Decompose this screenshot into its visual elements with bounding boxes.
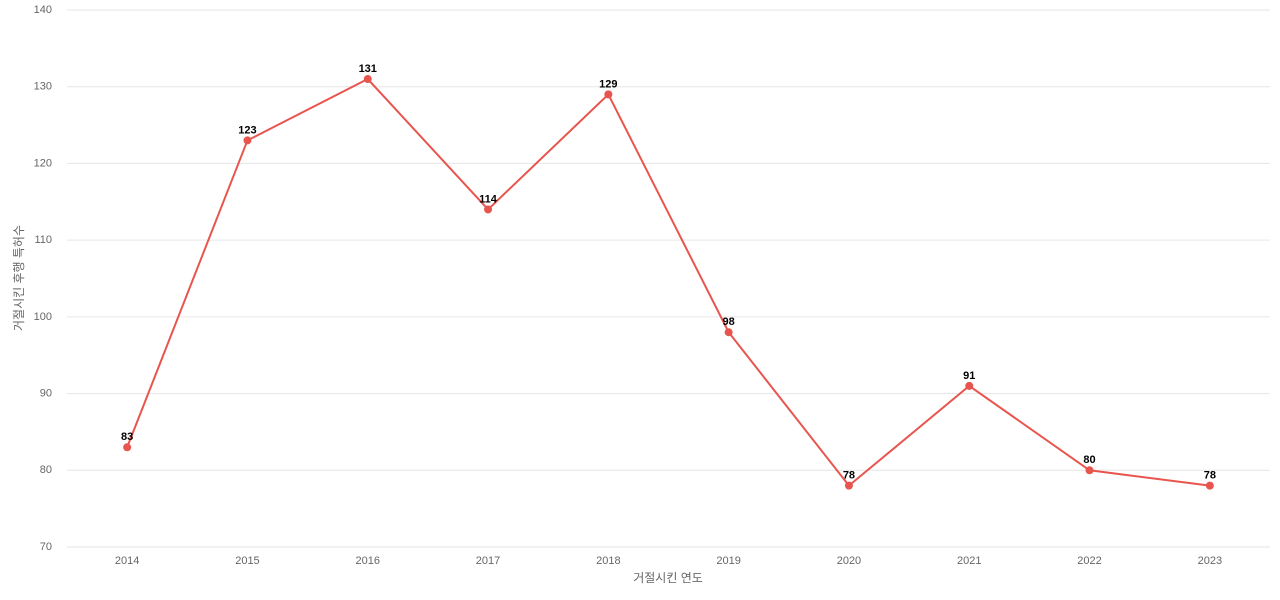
data-label: 131 — [359, 63, 377, 75]
point — [363, 75, 372, 84]
x-tick-label: 2023 — [1198, 555, 1222, 567]
point — [1085, 466, 1094, 475]
x-tick-label: 2019 — [716, 555, 740, 567]
data-label: 80 — [1083, 454, 1095, 466]
y-tick-label: 70 — [40, 541, 52, 553]
point — [965, 381, 974, 390]
y-tick-label: 120 — [34, 157, 52, 169]
x-tick-label: 2016 — [356, 555, 380, 567]
x-axis-title: 거절시킨 연도 — [633, 571, 703, 585]
point — [484, 205, 493, 214]
data-label: 123 — [238, 124, 256, 136]
x-tick-label: 2015 — [235, 555, 259, 567]
x-tick-label: 2020 — [837, 555, 861, 567]
x-tick-label: 2022 — [1077, 555, 1101, 567]
y-tick-label: 90 — [40, 387, 52, 399]
x-tick-label: 2014 — [115, 555, 139, 567]
data-label: 83 — [121, 431, 133, 443]
data-label: 78 — [843, 470, 855, 482]
point — [1205, 481, 1214, 490]
x-tick-label: 2018 — [596, 555, 620, 567]
y-tick-label: 140 — [34, 4, 52, 16]
point — [604, 90, 613, 99]
data-label: 91 — [963, 370, 975, 382]
point — [123, 443, 132, 452]
data-label: 98 — [723, 316, 735, 328]
data-label: 78 — [1204, 470, 1216, 482]
point — [243, 136, 252, 145]
point — [724, 328, 733, 337]
series-line — [126, 77, 1210, 488]
y-axis-title: 거절시킨 후행 특허수 — [11, 225, 26, 331]
y-tick-label: 110 — [34, 234, 52, 246]
y-tick-label: 80 — [40, 464, 52, 476]
y-tick-label: 130 — [34, 81, 52, 93]
x-tick-label: 2017 — [476, 555, 500, 567]
data-label: 114 — [479, 193, 498, 205]
y-tick-label: 100 — [34, 311, 52, 323]
x-tick-label: 2021 — [957, 555, 981, 567]
data-label: 129 — [599, 78, 617, 90]
point — [844, 481, 853, 490]
